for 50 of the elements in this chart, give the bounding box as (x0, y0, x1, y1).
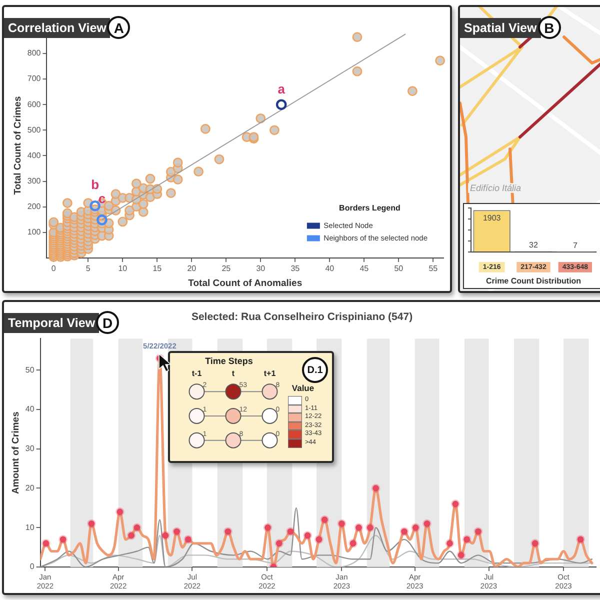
category-label: t+1 (264, 368, 276, 378)
y-tick-label: 700 (27, 74, 42, 84)
x-axis-title: Total Count of Anomalies (188, 278, 302, 289)
y-tick-label: 500 (27, 125, 42, 134)
annotation: D.1 (302, 357, 328, 383)
x-tick-label: 15 (152, 264, 162, 274)
legend-title: Borders Legend (339, 204, 400, 213)
chart-title: Temporal View (4, 312, 100, 332)
y-tick-label: 600 (27, 100, 42, 109)
x-tick-label: 45 (360, 264, 370, 274)
data-label: 32 (529, 240, 538, 250)
y-tick-label: 200 (27, 202, 42, 212)
text: Time Steps (205, 356, 253, 366)
y-tick-label: 300 (27, 176, 42, 186)
x-tick-label: 10 (118, 264, 128, 274)
x-tick-label: 35 (290, 264, 300, 274)
x-tick-label: 20 (187, 264, 197, 274)
x-tick-label: 25 (222, 264, 232, 274)
y-axis-title: Amount of Crimes (10, 412, 22, 494)
x-tick-label: 50 (394, 264, 404, 274)
text: B (538, 16, 561, 39)
x-tick-label: 40 (325, 264, 335, 274)
y-tick-label: 0 (30, 562, 35, 572)
x-tick-label: 55 (428, 264, 438, 274)
y-tick-label: 30 (25, 444, 35, 454)
annotation: A (107, 16, 130, 39)
x-axis-title: Crime Count Distribution (486, 276, 582, 286)
text: D (96, 311, 120, 334)
legend-title: Value (290, 383, 316, 393)
category-label: t (232, 368, 235, 378)
x-tick-label: 0 (51, 264, 56, 274)
chart-title: Correlation View (4, 18, 110, 38)
chart-title: Spatial View (460, 18, 541, 38)
annotation: a (278, 82, 286, 97)
data-label: 1903 (482, 213, 502, 222)
y-tick-label: 40 (25, 404, 35, 414)
y-tick-label: 100 (27, 228, 42, 237)
x-tick-label: 5 (86, 264, 91, 274)
y-tick-label: 10 (25, 522, 35, 532)
data-label: 7 (572, 241, 578, 250)
chart-subtitle: Selected: Rua Conselheiro Crispiniano (547) (191, 311, 413, 324)
category-label: t-1 (192, 368, 202, 378)
y-tick-label: 800 (27, 48, 42, 58)
annotation: b (91, 176, 100, 192)
y-tick-label: 50 (25, 365, 35, 374)
text: Edifício Itália (468, 183, 524, 193)
y-axis-title: Total Count of Crimes (12, 96, 24, 195)
x-tick-label: 30 (256, 264, 266, 274)
y-tick-label: 400 (27, 150, 42, 160)
y-tick-label: 20 (25, 483, 35, 492)
